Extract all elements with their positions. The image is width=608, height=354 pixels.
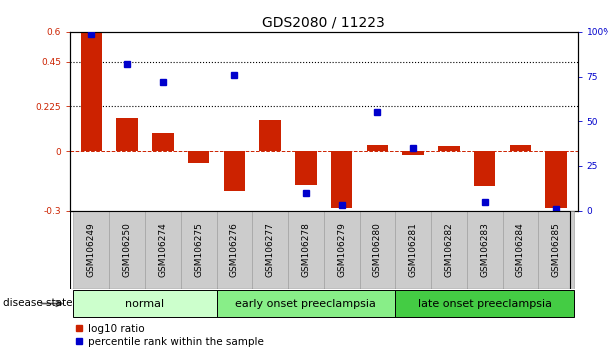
- Bar: [216, 290, 395, 317]
- Bar: [467, 211, 503, 289]
- Bar: [503, 211, 538, 289]
- Bar: [188, 151, 209, 163]
- Bar: [224, 151, 245, 191]
- Text: GSM106250: GSM106250: [123, 222, 131, 277]
- Bar: [260, 120, 281, 151]
- Bar: [331, 151, 353, 208]
- Text: late onset preeclampsia: late onset preeclampsia: [418, 298, 551, 309]
- Bar: [216, 211, 252, 289]
- Bar: [252, 211, 288, 289]
- Text: GSM106283: GSM106283: [480, 222, 489, 277]
- Bar: [116, 118, 138, 151]
- Text: GSM106285: GSM106285: [551, 222, 561, 277]
- Text: GSM106284: GSM106284: [516, 222, 525, 277]
- Text: GSM106279: GSM106279: [337, 222, 346, 277]
- Bar: [295, 151, 317, 185]
- Bar: [474, 151, 496, 186]
- Bar: [109, 211, 145, 289]
- Bar: [324, 211, 359, 289]
- Bar: [367, 145, 388, 151]
- Text: GSM106278: GSM106278: [302, 222, 310, 277]
- Text: disease state: disease state: [3, 298, 72, 308]
- Bar: [438, 146, 460, 151]
- Bar: [538, 211, 574, 289]
- Bar: [81, 33, 102, 151]
- Bar: [74, 211, 109, 289]
- Bar: [181, 211, 216, 289]
- Bar: [145, 211, 181, 289]
- Bar: [359, 211, 395, 289]
- Bar: [152, 133, 174, 151]
- Title: GDS2080 / 11223: GDS2080 / 11223: [263, 15, 385, 29]
- Text: GSM106277: GSM106277: [266, 222, 275, 277]
- Text: GSM106274: GSM106274: [158, 222, 167, 277]
- Bar: [288, 211, 324, 289]
- Text: GSM106281: GSM106281: [409, 222, 418, 277]
- Text: GSM106282: GSM106282: [444, 222, 454, 277]
- Text: early onset preeclampsia: early onset preeclampsia: [235, 298, 376, 309]
- Text: normal: normal: [125, 298, 165, 309]
- Text: GSM106275: GSM106275: [194, 222, 203, 277]
- Bar: [510, 145, 531, 151]
- Text: GSM106276: GSM106276: [230, 222, 239, 277]
- Bar: [545, 151, 567, 208]
- Bar: [395, 211, 431, 289]
- Bar: [431, 211, 467, 289]
- Legend: log10 ratio, percentile rank within the sample: log10 ratio, percentile rank within the …: [75, 324, 263, 347]
- Bar: [395, 290, 574, 317]
- Bar: [402, 151, 424, 155]
- Bar: [74, 290, 216, 317]
- Text: GSM106249: GSM106249: [87, 222, 96, 277]
- Text: GSM106280: GSM106280: [373, 222, 382, 277]
